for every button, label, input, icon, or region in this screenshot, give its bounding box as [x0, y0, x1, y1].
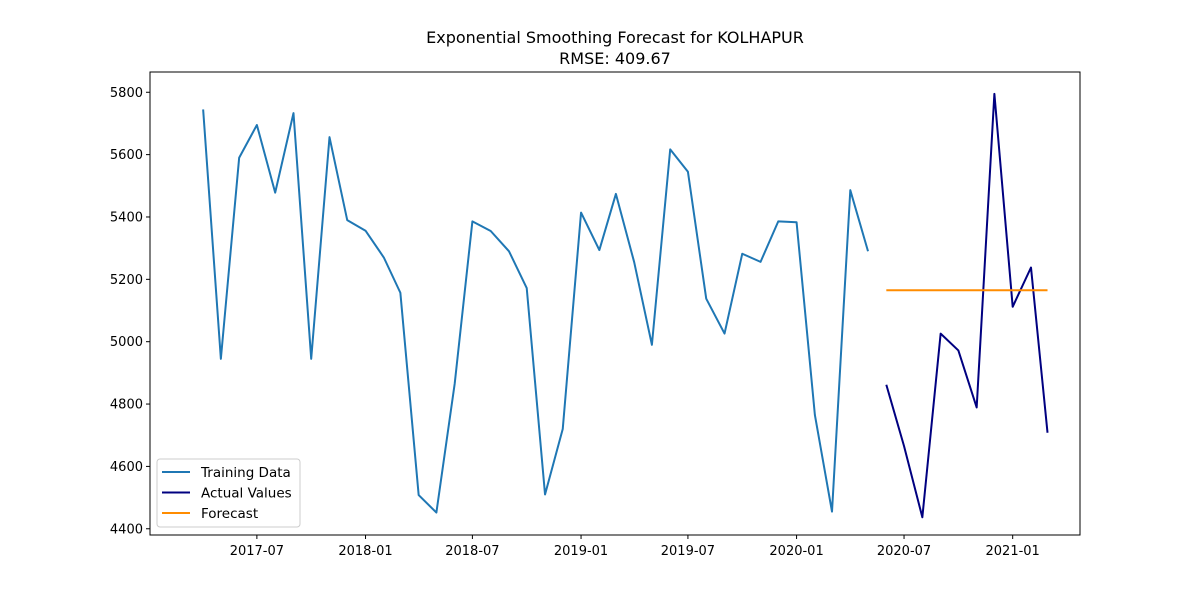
series-line-1 — [885, 92, 1049, 519]
legend-box — [156, 458, 301, 528]
y-tick-label: 5400 — [110, 210, 143, 225]
legend-label-2: Forecast — [201, 506, 258, 522]
plot-frame — [149, 71, 1081, 536]
x-tick-label: 2020-07 — [877, 544, 931, 559]
y-axis: 4400 4600 4800 5000 5200 5400 5600 5800 — [110, 86, 150, 537]
y-tick-label: 4400 — [110, 522, 143, 537]
legend: Training Data Actual Values Forecast — [156, 458, 301, 528]
series-layer — [202, 92, 1049, 519]
chart-subtitle: RMSE: 409.67 — [559, 49, 671, 68]
legend-label-0: Training Data — [200, 465, 291, 481]
x-tick-label: 2017-07 — [230, 544, 284, 559]
x-tick-label: 2020-01 — [769, 544, 823, 559]
y-tick-label: 4600 — [110, 460, 143, 475]
x-tick-label: 2018-07 — [445, 544, 499, 559]
y-tick-label: 5200 — [110, 273, 143, 288]
x-tick-label: 2018-01 — [338, 544, 392, 559]
y-tick-label: 5600 — [110, 148, 143, 163]
legend-label-1: Actual Values — [201, 486, 292, 502]
chart-title: Exponential Smoothing Forecast for KOLHA… — [426, 28, 804, 47]
series-line-0 — [202, 109, 869, 514]
y-tick-label: 5800 — [110, 86, 143, 101]
y-tick-label: 4800 — [110, 398, 143, 413]
x-axis: 2017-07 2018-01 2018-07 2019-01 2019-07 2020-… — [230, 535, 1040, 559]
y-tick-label: 5000 — [110, 335, 143, 350]
x-tick-label: 2021-01 — [986, 544, 1040, 559]
x-tick-label: 2019-01 — [554, 544, 608, 559]
x-tick-label: 2019-07 — [661, 544, 715, 559]
